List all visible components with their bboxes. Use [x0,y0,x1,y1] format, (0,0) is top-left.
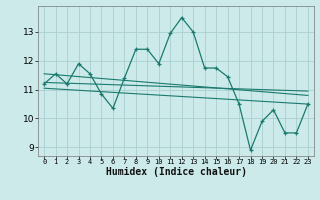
X-axis label: Humidex (Indice chaleur): Humidex (Indice chaleur) [106,167,246,177]
